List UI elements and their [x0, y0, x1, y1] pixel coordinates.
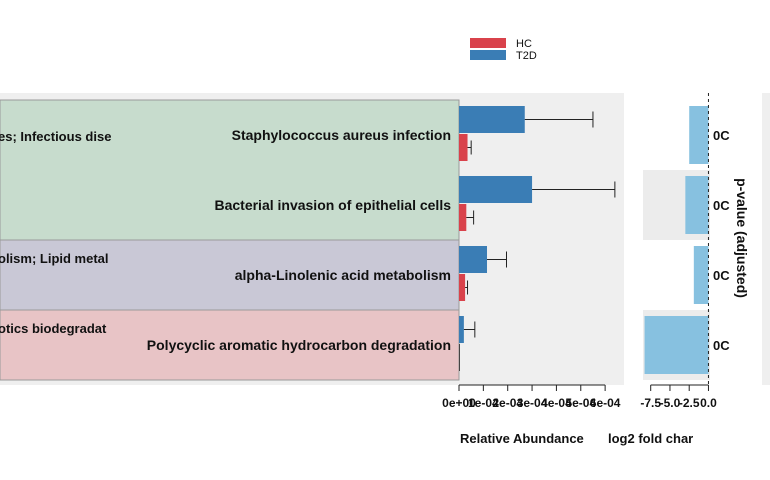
bar-hc: [459, 204, 467, 231]
pvalue-text: 0C: [713, 128, 730, 143]
category-group-label: es; Infectious dise: [0, 129, 111, 144]
pvalue-text: 0C: [713, 198, 730, 213]
fold-change-bar: [693, 246, 709, 304]
bar-t2d: [459, 246, 488, 273]
pvalue-text: 0C: [713, 338, 730, 353]
pathway-label: Bacterial invasion of epithelial cells: [214, 197, 451, 213]
category-group-0: [0, 99, 460, 241]
pathway-label: alpha-Linolenic acid metabolism: [235, 267, 451, 283]
category-group-1: [0, 239, 460, 311]
bar-hc: [459, 134, 468, 161]
bar-t2d: [459, 176, 533, 203]
bar-t2d: [459, 106, 525, 133]
fold-change-bar: [685, 176, 709, 234]
abundance-x-tick-label: 3e-04: [517, 396, 548, 410]
legend-label-t2d: T2D: [516, 50, 537, 62]
abundance-x-axis-title: Relative Abundance: [460, 431, 584, 446]
legend-swatch-t2d: [470, 50, 506, 60]
legend-swatch-hc: [470, 38, 506, 48]
fold-change-bar: [644, 316, 709, 374]
bar-hc: [459, 344, 460, 371]
abundance-x-tick-label: 5e-04: [565, 396, 596, 410]
pvalue-text: 0C: [713, 268, 730, 283]
abundance-x-tick-label: 1e-04: [468, 396, 499, 410]
bar-hc: [459, 274, 466, 301]
pvalue-panel-edge: [762, 93, 770, 385]
bar-t2d: [459, 316, 464, 343]
fold-change-x-tick-label: -2.5: [679, 396, 700, 410]
category-group-label: otics biodegradat: [0, 321, 107, 336]
abundance-x-tick-label: 6e-04: [590, 396, 621, 410]
fold-change-x-tick-label: -7.5: [640, 396, 661, 410]
abundance-x-tick-label: 2e-04: [492, 396, 523, 410]
category-group-label: olism; Lipid metal: [0, 251, 109, 266]
fold-change-x-axis-title: log2 fold char: [608, 431, 693, 446]
fold-change-x-tick-label: -5.0: [660, 396, 681, 410]
abundance-x-tick-label: 0e+00: [442, 396, 476, 410]
pvalue-axis-title: p-value (adjusted): [734, 178, 750, 298]
fold-change-x-tick-label: 0.0: [700, 396, 717, 410]
pathway-label: Staphylococcus aureus infection: [232, 127, 451, 143]
fold-change-bar: [689, 106, 709, 164]
legend-label-hc: HC: [516, 38, 532, 50]
pathway-label: Polycyclic aromatic hydrocarbon degradat…: [147, 337, 451, 353]
abundance-x-tick-label: 4e-04: [541, 396, 572, 410]
